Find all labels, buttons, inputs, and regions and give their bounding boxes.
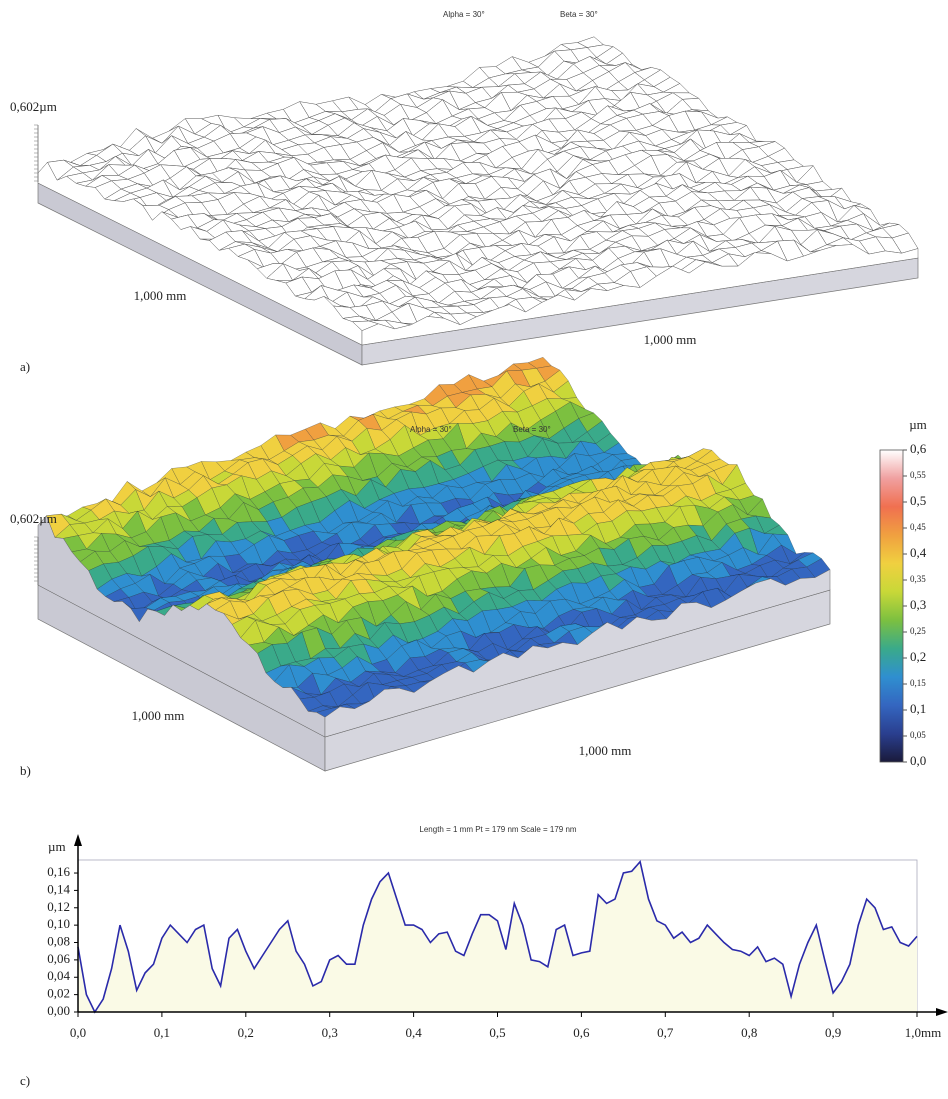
y-tick-label: 0,00 [47,1003,70,1018]
y-tick-label: 0,14 [47,881,70,896]
slab-top-edge [361,244,919,346]
x-tick-label: 0,2 [238,1025,254,1040]
z-label: 0,602µm [10,99,57,114]
profile-line [77,859,918,1014]
colorbar-tick-label: 0,35 [910,574,926,584]
y-axis-arrow [74,834,82,846]
x-tick-label: 0,1 [154,1025,170,1040]
y-label: µm [48,839,66,854]
y-tick-label: 0,02 [47,986,70,1001]
panel-label: c) [20,1073,30,1088]
colorbar-tick-label: 0,25 [910,626,926,636]
x-tick-label: 0,4 [405,1025,422,1040]
colorbar-tick-label: 0,1 [910,701,926,716]
surface-mesh [37,356,831,772]
view-label: Beta = 30° [513,425,551,434]
x-tick-label: 0,9 [825,1025,841,1040]
x-label: 1,000 mm [134,288,187,303]
view-label: Alpha = 30° [410,425,452,434]
chart-title: Length = 1 mm Pt = 179 nm Scale = 179 nm [419,825,577,834]
colorbar-tick-label: 0,4 [910,545,927,560]
area-fill [78,861,917,1012]
y-label: 1,000 mm [644,332,697,347]
x-tick-label: 0,3 [322,1025,338,1040]
slab-top-edge [37,515,326,738]
slab-top-edge [324,569,831,738]
colorbar-label: µm [909,417,927,432]
y-tick-label: 0,16 [47,864,70,879]
y-label: 1,000 mm [579,743,632,758]
z-label: 0,602µm [10,511,57,526]
y-tick-label: 0,12 [47,899,70,914]
panel-label: b) [20,763,31,778]
colorbar-tick-label: 0,05 [910,730,926,740]
y-tick-label: 0,10 [47,916,70,931]
x-tick-label: 1,0mm [905,1025,941,1040]
x-label: 1,000 mm [132,708,185,723]
x-axis-arrow [936,1008,948,1016]
colorbar-tick-label: 0,3 [910,597,926,612]
colorbar-tick-label: 0,45 [910,522,926,532]
colorbar [879,449,904,763]
surface-mesh [37,36,919,366]
view-label: Beta = 30° [560,10,598,19]
y-tick-label: 0,04 [47,968,70,983]
y-tick-label: 0,08 [47,933,70,948]
panel-label: a) [20,359,30,374]
x-tick-label: 0,8 [741,1025,757,1040]
view-label: Alpha = 30° [443,10,485,19]
colorbar-tick-label: 0,0 [910,753,926,768]
colorbar-tick-label: 0,55 [910,470,926,480]
colorbar-tick-label: 0,15 [910,678,926,688]
colorbar-tick-label: 0,2 [910,649,926,664]
x-tick-label: 0,0 [70,1025,86,1040]
colorbar-tick-label: 0,6 [910,441,927,456]
slab-top-edge [37,161,363,346]
y-tick-label: 0,06 [47,951,70,966]
x-tick-label: 0,6 [573,1025,590,1040]
colorbar-tick-label: 0,5 [910,493,926,508]
x-tick-label: 0,7 [657,1025,674,1040]
x-tick-label: 0,5 [489,1025,505,1040]
